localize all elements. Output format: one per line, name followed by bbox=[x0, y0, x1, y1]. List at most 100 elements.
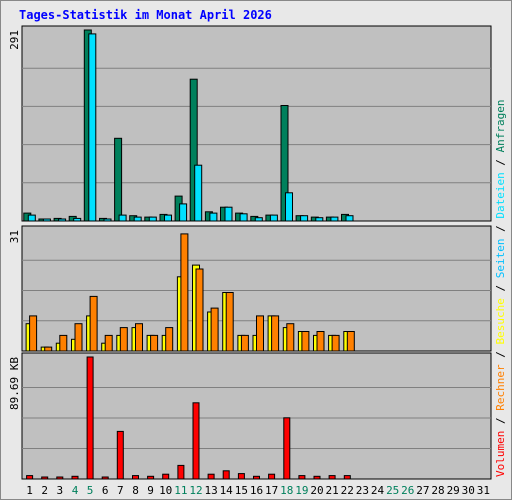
bar bbox=[237, 473, 245, 480]
bar bbox=[192, 402, 200, 480]
chart-panels: 291 31 89.69 KB bbox=[8, 25, 492, 480]
bar bbox=[133, 216, 142, 222]
x-tick-label: 2 bbox=[41, 484, 48, 497]
bar bbox=[298, 475, 306, 480]
bar bbox=[194, 164, 203, 222]
legend-separator: / bbox=[494, 278, 507, 298]
bar bbox=[103, 218, 112, 222]
x-tick-label: 13 bbox=[204, 484, 217, 497]
bar bbox=[268, 473, 276, 480]
bar bbox=[239, 213, 248, 222]
bar bbox=[29, 315, 38, 352]
x-tick-label: 29 bbox=[447, 484, 460, 497]
x-tick-label: 4 bbox=[72, 484, 79, 497]
bar bbox=[164, 214, 172, 222]
bar bbox=[59, 334, 68, 352]
panel-volume: 89.69 KB bbox=[8, 352, 492, 480]
bar bbox=[222, 470, 230, 480]
bar bbox=[269, 214, 278, 222]
panel-pages-visits-sites: 31 bbox=[8, 225, 492, 352]
x-tick-label: 1 bbox=[26, 484, 33, 497]
bar bbox=[73, 217, 82, 222]
x-tick-label: 20 bbox=[310, 484, 323, 497]
bar bbox=[119, 327, 128, 352]
bar bbox=[179, 203, 188, 222]
bar bbox=[58, 218, 67, 222]
bar bbox=[177, 464, 185, 480]
plot-area bbox=[21, 352, 492, 480]
bar bbox=[71, 475, 79, 480]
bar bbox=[225, 292, 234, 352]
bar bbox=[195, 268, 204, 352]
bar bbox=[165, 327, 174, 352]
x-tick-label: 21 bbox=[325, 484, 338, 497]
y-max-label: 89.69 KB bbox=[8, 357, 21, 410]
bar bbox=[345, 215, 354, 222]
x-tick-label: 17 bbox=[265, 484, 278, 497]
bar bbox=[313, 475, 321, 480]
bar bbox=[41, 476, 49, 480]
legend-item-dateien: Dateien bbox=[494, 172, 507, 218]
bar bbox=[147, 475, 155, 480]
x-tick-label: 15 bbox=[235, 484, 248, 497]
bar bbox=[116, 430, 124, 480]
bar bbox=[104, 334, 113, 352]
bar bbox=[207, 473, 215, 480]
bar bbox=[118, 214, 127, 222]
bar bbox=[86, 356, 94, 480]
bar bbox=[27, 214, 36, 222]
legend-separator: / bbox=[494, 219, 507, 239]
x-axis: 1 2 3 4 5 6 7 8 9 10 11 12 13 14 15 16 17 18 19 20 21 22 23 24 2… bbox=[26, 484, 490, 497]
x-tick-label: 10 bbox=[159, 484, 172, 497]
bar bbox=[316, 331, 325, 352]
bar bbox=[328, 475, 336, 480]
bar bbox=[301, 331, 310, 352]
bar bbox=[224, 206, 233, 222]
bar bbox=[283, 417, 291, 480]
bar bbox=[150, 334, 159, 352]
bar bbox=[253, 475, 260, 480]
bar bbox=[286, 323, 295, 352]
legend-item-anfragen: Anfragen bbox=[494, 99, 507, 152]
x-tick-label: 8 bbox=[132, 484, 139, 497]
bar bbox=[42, 218, 51, 222]
bar bbox=[209, 212, 218, 222]
bar bbox=[331, 334, 340, 352]
series-dateien bbox=[27, 33, 354, 222]
x-tick-label: 14 bbox=[220, 484, 234, 497]
bar bbox=[74, 323, 83, 352]
legend-separator: / bbox=[494, 345, 507, 365]
x-tick-label: 22 bbox=[341, 484, 354, 497]
legend-item-volumen: Volumen bbox=[494, 431, 507, 477]
x-tick-label: 28 bbox=[431, 484, 444, 497]
legend-separator: / bbox=[494, 411, 507, 431]
bar bbox=[180, 233, 189, 352]
legend-item-seiten: Seiten bbox=[494, 239, 507, 279]
legend-item-besuche: Besuche bbox=[494, 298, 507, 344]
chart-title: Tages-Statistik im Monat April 2026 bbox=[19, 8, 272, 22]
x-tick-label: 16 bbox=[250, 484, 263, 497]
bar bbox=[256, 315, 264, 352]
bar bbox=[56, 476, 64, 480]
chart-legend: Volumen / Rechner / Besuche / Seiten / D… bbox=[494, 99, 507, 477]
bar bbox=[101, 476, 109, 480]
bar bbox=[271, 315, 280, 352]
x-tick-label: 5 bbox=[87, 484, 94, 497]
bar bbox=[148, 216, 157, 222]
x-tick-label: 24 bbox=[371, 484, 385, 497]
x-tick-label: 12 bbox=[189, 484, 202, 497]
x-tick-label: 11 bbox=[174, 484, 187, 497]
bar bbox=[280, 105, 289, 222]
bar bbox=[343, 475, 351, 480]
bar bbox=[88, 33, 97, 222]
bar bbox=[132, 475, 139, 480]
panel-hits-files: 291 bbox=[8, 25, 492, 222]
bar bbox=[114, 137, 123, 222]
legend-item-rechner: Rechner bbox=[494, 364, 507, 411]
x-tick-label: 9 bbox=[147, 484, 154, 497]
series-rechner bbox=[29, 233, 355, 352]
bar bbox=[135, 323, 143, 352]
bar bbox=[285, 192, 293, 222]
